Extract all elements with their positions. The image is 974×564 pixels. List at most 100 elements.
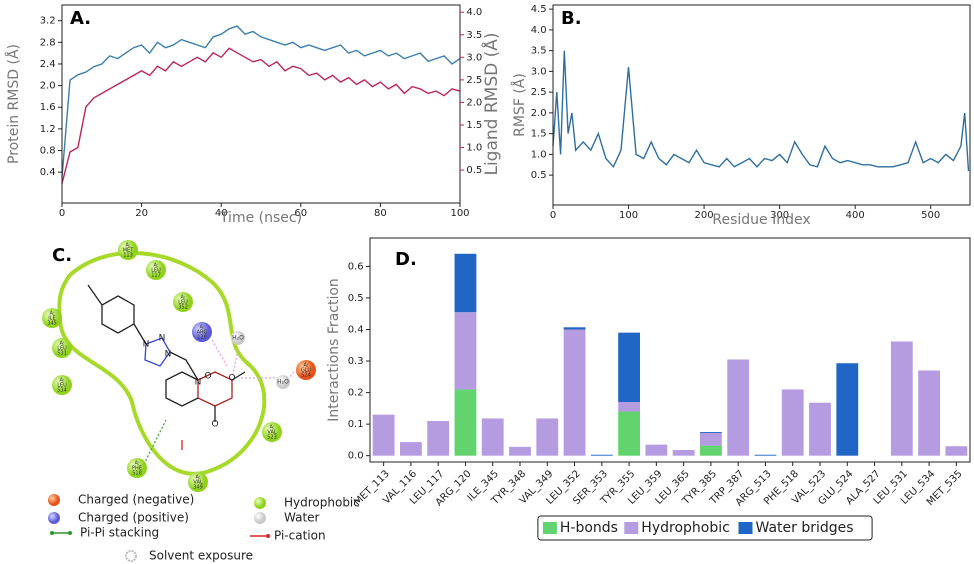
y-tick-label: 3.0	[466, 52, 482, 63]
residue-text: 523	[267, 435, 277, 441]
atom-label: N	[165, 350, 172, 360]
bar-segment	[672, 450, 695, 456]
x-tick-label: 0	[59, 208, 65, 219]
residue-text: A:	[195, 475, 200, 481]
data-line	[552, 50, 970, 172]
legend-swatch	[624, 522, 639, 534]
residue-text: MET	[123, 248, 134, 254]
y-tick-label: 0.1	[348, 419, 364, 430]
legend-label: Charged (negative)	[78, 493, 194, 507]
y-tick-label: 1.0	[466, 143, 482, 154]
bar-segment	[454, 312, 477, 390]
plot-frame	[369, 237, 971, 463]
residue-node	[296, 360, 316, 380]
bar-segment	[536, 418, 559, 456]
water-text: H₂O	[232, 335, 244, 342]
residue-text: A:	[153, 263, 158, 269]
y-tick-label: 4.0	[531, 25, 547, 36]
bar-segment	[754, 454, 777, 456]
residue-node	[127, 458, 147, 478]
plot-frame	[61, 4, 461, 204]
y-tick-label: 1.2	[40, 124, 56, 135]
y-axis-label: RMSF (Å)	[511, 73, 528, 137]
x-tick-label: 400	[846, 210, 865, 221]
y-tick-label: 0.4	[40, 167, 56, 178]
residue-text: LEU	[57, 346, 67, 352]
y-tick-label: 1.5	[466, 120, 482, 131]
residue-text: 113	[123, 253, 133, 259]
x-tick-label: 80	[374, 208, 387, 219]
legend-marker	[254, 497, 266, 509]
panel-label: C.	[52, 245, 72, 266]
bar-segment	[400, 442, 422, 456]
bar-segment	[618, 402, 640, 412]
residue-text: LEU	[151, 268, 161, 274]
bar-segment	[481, 418, 504, 456]
atom-label: N	[195, 378, 202, 388]
bar-segment	[700, 432, 722, 433]
y-tick-label: 3.2	[40, 16, 56, 27]
y-tick-label: 1.6	[40, 102, 56, 113]
y-axis-label: Interactions Fraction	[326, 278, 342, 422]
atom-label: O	[204, 372, 211, 382]
bar-segment	[563, 329, 586, 456]
residue-text: A:	[125, 243, 130, 249]
residue-text: A:	[269, 425, 274, 431]
residue-text: A:	[49, 311, 54, 317]
y-tick-label: 3.5	[466, 30, 482, 41]
legend: H-bonds Hydrophobic Water bridges	[537, 515, 873, 541]
legend-marker	[48, 512, 60, 524]
residue-node	[173, 292, 193, 312]
residue-text: PHE	[132, 466, 142, 472]
y-tick-label: 0.4	[348, 324, 364, 335]
y-tick-label: 4.5	[531, 4, 547, 15]
legend-marker	[48, 494, 60, 506]
panel-label: B.	[561, 8, 582, 29]
residue-text: 524	[301, 373, 311, 379]
bar-segment	[809, 402, 831, 456]
bar-segment	[890, 341, 913, 456]
bar-segment	[645, 444, 668, 456]
y-tick-label: 0.5	[531, 170, 547, 181]
bar-segment	[454, 389, 477, 456]
y-tick-label: 4.0	[466, 7, 482, 18]
x-tick-label: 200	[695, 210, 714, 221]
y-tick-label: 0.5	[348, 293, 364, 304]
residue-text: 120	[197, 335, 207, 341]
y-tick-label: 3.0	[531, 66, 547, 77]
legend-label: Water bridges	[756, 520, 854, 536]
residue-text: A:	[303, 363, 308, 369]
residue-node	[146, 260, 166, 280]
residue-text: 345	[47, 321, 57, 327]
residue-node	[188, 472, 208, 492]
residue-text: 117	[151, 273, 161, 279]
plot-frame	[552, 4, 971, 206]
bar-segment	[563, 327, 586, 330]
residue-text: A:	[59, 378, 64, 384]
residue-text: 518	[132, 471, 142, 477]
y2-axis-label: Ligand RMSD (Å)	[480, 32, 502, 175]
legend-label: Hydrophobic	[284, 496, 360, 510]
legend-label: Solvent exposure	[149, 549, 253, 563]
legend-label: Water	[284, 511, 320, 525]
bar-segment	[945, 446, 968, 456]
bar-segment	[372, 414, 395, 456]
y-axis-label: Protein RMSD (Å)	[5, 44, 22, 164]
x-tick-label: 100	[450, 208, 469, 219]
residue-text: A:	[180, 295, 185, 301]
water-text: H₂O	[277, 379, 289, 386]
residue-text: 534	[57, 388, 67, 394]
y-tick-label: 0.8	[40, 146, 56, 157]
atom-label: O	[228, 374, 235, 384]
x-tick-label: 300	[770, 210, 789, 221]
legend-label: Pi-cation	[274, 529, 326, 543]
x-axis-label: Residue Index	[712, 212, 810, 228]
x-tick-label: 0	[550, 210, 556, 221]
atom-label: N	[159, 334, 166, 344]
residue-node	[52, 375, 72, 395]
data-line	[61, 25, 461, 178]
y-tick-label: 2.0	[40, 81, 56, 92]
water-node	[231, 331, 245, 345]
residue-text: LEU	[178, 300, 188, 306]
y-tick-label: 2.5	[531, 87, 547, 98]
